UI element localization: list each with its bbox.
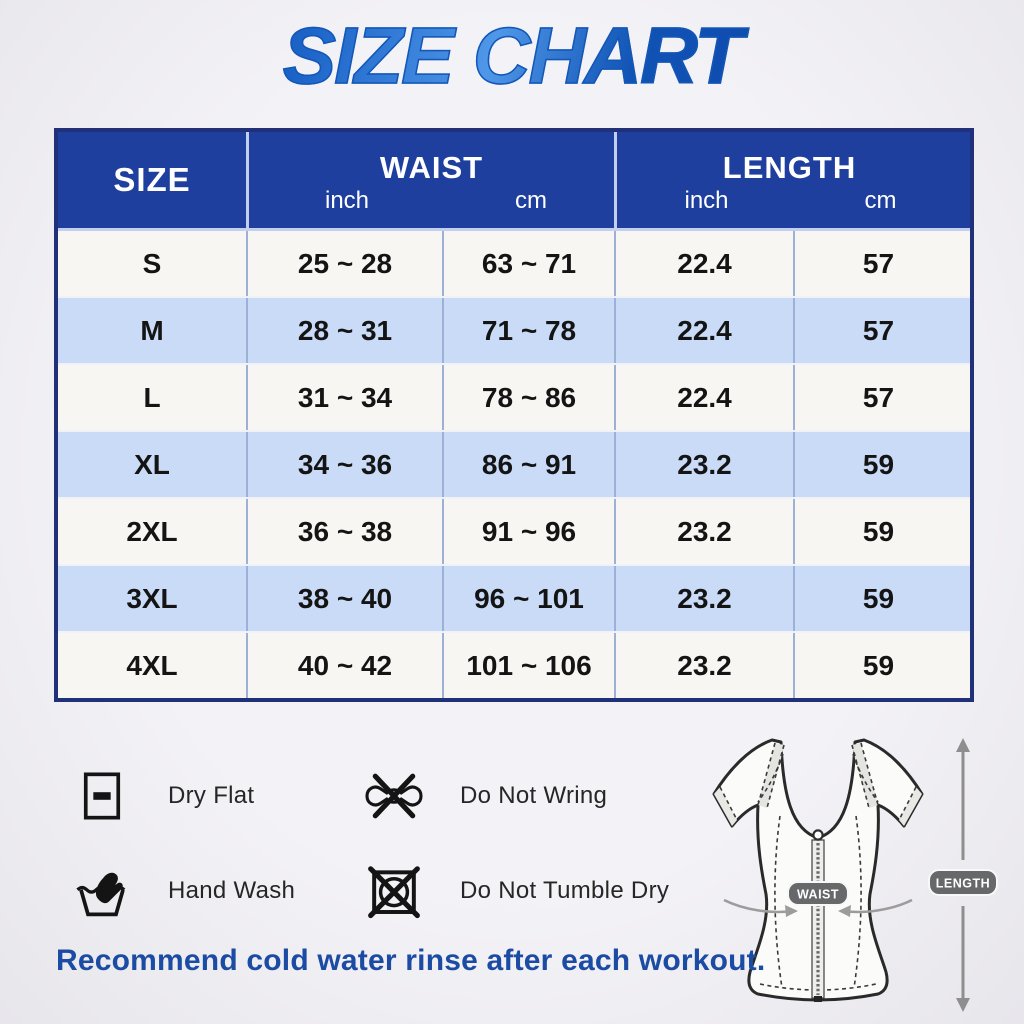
table-row: XL 34 ~ 36 86 ~ 91 23.2 59	[58, 430, 970, 497]
size-table: SIZE WAIST inch cm LENGTH inch cm S 25 ~…	[54, 128, 974, 702]
header-length-cm: cm	[864, 187, 897, 215]
do-not-wring-icon	[354, 769, 434, 823]
waist-cm-cell: 78 ~ 86	[442, 365, 614, 430]
header-length: LENGTH	[722, 149, 857, 185]
size-cell: 4XL	[126, 649, 178, 681]
size-cell: S	[142, 247, 162, 279]
length-inch-cell: 23.2	[614, 432, 793, 497]
garment-diagram: WAIST LENGTH	[678, 724, 1008, 1024]
care-label: Hand Wash	[168, 876, 296, 904]
header-length-inch: inch	[684, 187, 729, 215]
waist-badge: WAIST	[787, 881, 849, 906]
length-inch-cell: 23.2	[614, 566, 793, 631]
header-waist-inch: inch	[324, 187, 370, 215]
table-body: S 25 ~ 28 63 ~ 71 22.4 57 M 28 ~ 31 71 ~…	[58, 231, 970, 698]
header-size: SIZE	[113, 161, 191, 198]
size-cell: 3XL	[126, 582, 178, 614]
length-inch-cell: 23.2	[614, 633, 793, 698]
length-cm-cell: 59	[793, 566, 962, 631]
length-badge: LENGTH	[928, 869, 998, 896]
length-inch-cell: 22.4	[614, 231, 793, 296]
length-cm-cell: 57	[793, 298, 962, 363]
header-waist-cm: cm	[515, 187, 547, 215]
care-item-hand-wash: Hand Wash	[62, 863, 354, 919]
zipper	[811, 829, 825, 1002]
length-cm-cell: 57	[793, 365, 962, 430]
waist-cm-cell: 96 ~ 101	[442, 566, 614, 631]
footer-note: Recommend cold water rinse after each wo…	[56, 944, 766, 977]
care-item-do-not-tumble-dry: Do Not Tumble Dry	[354, 863, 726, 919]
table-row: L 31 ~ 34 78 ~ 86 22.4 57	[58, 363, 970, 430]
table-row: M 28 ~ 31 71 ~ 78 22.4 57	[58, 296, 970, 363]
waist-cm-cell: 86 ~ 91	[442, 432, 614, 497]
table-row: S 25 ~ 28 63 ~ 71 22.4 57	[58, 231, 970, 296]
length-cm-cell: 59	[793, 499, 962, 564]
length-inch-cell: 23.2	[614, 499, 793, 564]
care-instructions: Dry Flat Do Not Wring Hand Wash	[62, 748, 726, 938]
length-badge-label: LENGTH	[936, 877, 990, 891]
waist-inch-cell: 28 ~ 31	[246, 298, 442, 363]
care-label: Dry Flat	[168, 781, 255, 809]
header-length-group: LENGTH inch cm	[614, 132, 962, 228]
waist-cm-cell: 101 ~ 106	[442, 633, 614, 698]
waist-cm-cell: 63 ~ 71	[442, 231, 614, 296]
waist-inch-cell: 25 ~ 28	[246, 231, 442, 296]
table-row: 4XL 40 ~ 42 101 ~ 106 23.2 59	[58, 631, 970, 698]
care-label: Do Not Wring	[460, 781, 608, 809]
header-waist-group: WAIST inch cm	[246, 132, 614, 228]
page-title: SIZE CHART	[0, 13, 1024, 99]
waist-inch-cell: 36 ~ 38	[246, 499, 442, 564]
hand-wash-icon	[62, 863, 142, 919]
length-inch-cell: 22.4	[614, 298, 793, 363]
header-waist: WAIST	[379, 149, 484, 185]
length-cm-cell: 59	[793, 432, 962, 497]
size-cell: M	[140, 314, 164, 346]
size-cell: 2XL	[126, 515, 178, 547]
care-label: Do Not Tumble Dry	[460, 876, 670, 904]
table-row: 2XL 36 ~ 38 91 ~ 96 23.2 59	[58, 497, 970, 564]
waist-inch-cell: 31 ~ 34	[246, 365, 442, 430]
table-row: 3XL 38 ~ 40 96 ~ 101 23.2 59	[58, 564, 970, 631]
waist-cm-cell: 91 ~ 96	[442, 499, 614, 564]
waist-inch-cell: 40 ~ 42	[246, 633, 442, 698]
care-item-dry-flat: Dry Flat	[62, 770, 354, 822]
do-not-tumble-dry-icon	[354, 863, 434, 919]
waist-badge-label: WAIST	[797, 888, 839, 902]
table-header: SIZE WAIST inch cm LENGTH inch cm	[58, 132, 970, 231]
waist-inch-cell: 38 ~ 40	[246, 566, 442, 631]
size-cell: L	[143, 381, 161, 413]
length-inch-cell: 22.4	[614, 365, 793, 430]
waist-inch-cell: 34 ~ 36	[246, 432, 442, 497]
length-cm-cell: 59	[793, 633, 962, 698]
waist-cm-cell: 71 ~ 78	[442, 298, 614, 363]
length-cm-cell: 57	[793, 231, 962, 296]
dry-flat-icon	[62, 770, 142, 822]
care-item-do-not-wring: Do Not Wring	[354, 769, 726, 823]
size-cell: XL	[134, 448, 170, 480]
